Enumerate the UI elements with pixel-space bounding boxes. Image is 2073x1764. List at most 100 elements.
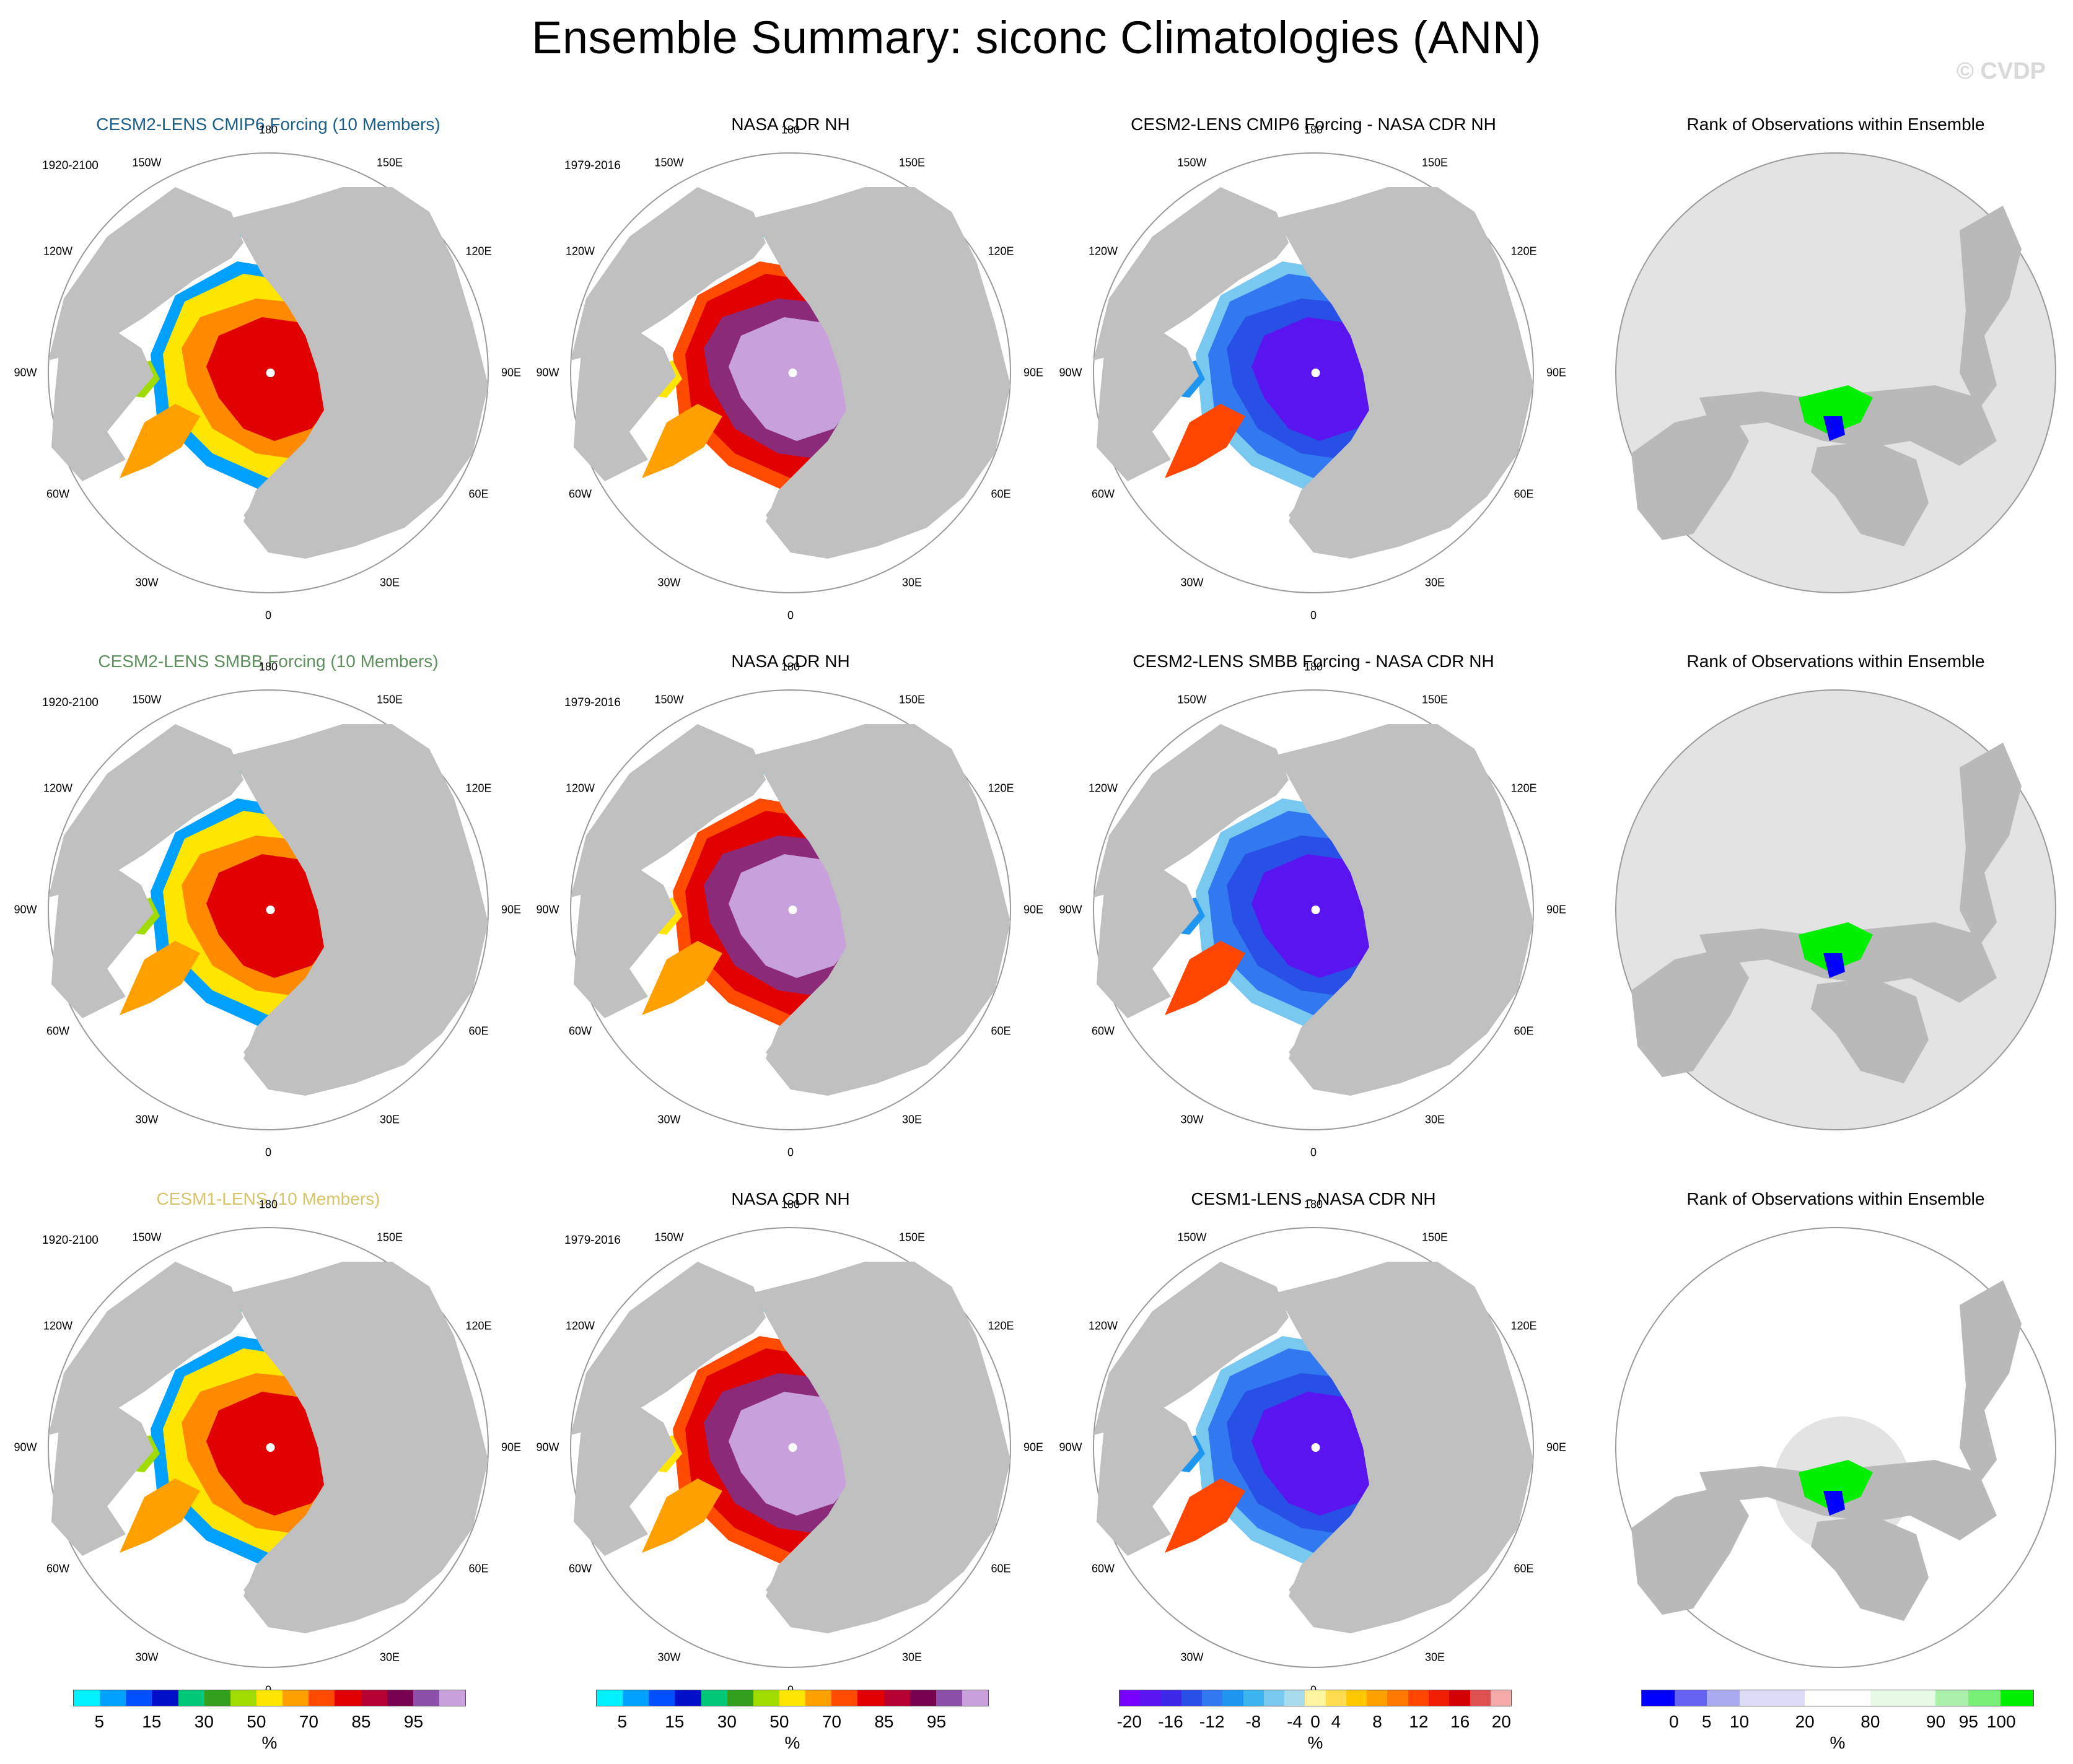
longitude-label: 30W <box>1180 576 1204 589</box>
pole-hole <box>266 906 275 914</box>
land-scandinavia <box>243 1553 318 1612</box>
baffin-bay-ice <box>642 404 722 478</box>
colorbar-tick-label: 5 <box>94 1712 105 1731</box>
rank-high-region <box>1799 385 1873 435</box>
cvdp-watermark: © CVDP <box>1956 58 2046 84</box>
colorbar-tick-label: -8 <box>1245 1712 1261 1731</box>
colorbar-concentration: 5 15 30 50 70 85 95% <box>73 1690 466 1758</box>
colorbar-box <box>1243 1690 1264 1706</box>
longitude-label: 150E <box>898 1231 926 1244</box>
longitude-label: 90W <box>14 366 37 379</box>
rank-globe-map <box>1615 152 2056 593</box>
colorbar-tick-label: -12 <box>1199 1712 1225 1731</box>
colorbar-box <box>1449 1690 1470 1706</box>
colorbar-box <box>1181 1690 1203 1706</box>
colorbar-tick-label: 0 <box>1669 1712 1679 1731</box>
longitude-label: 180 <box>1304 123 1323 136</box>
colorbar-box <box>230 1690 256 1706</box>
pole-hole <box>788 369 797 377</box>
polar-projection <box>48 152 489 593</box>
rank-low-region <box>1823 953 1845 978</box>
longitude-label: 30W <box>135 1651 159 1664</box>
longitude-label: 150W <box>132 1231 162 1244</box>
longitude-label: 30E <box>901 1651 923 1664</box>
longitude-label: 30E <box>901 576 923 589</box>
colorbar-tick-label: 4 <box>1331 1712 1341 1731</box>
land-scandinavia <box>243 478 318 537</box>
rank-low-region <box>1823 1491 1845 1516</box>
longitude-label: 180 <box>258 123 278 136</box>
land-greenland <box>1097 842 1199 1018</box>
colorbar-tick-label: 80 <box>1860 1712 1880 1731</box>
colorbar-box <box>439 1690 466 1706</box>
longitude-label: 150W <box>1177 1231 1207 1244</box>
land-eurasia <box>231 724 488 1096</box>
panel-title-model: CESM2-LENS CMIP6 Forcing (10 Members) <box>96 115 440 134</box>
colorbar-box <box>883 1690 910 1706</box>
colorbar-box <box>1870 1690 1903 1706</box>
arctic-map-obs <box>570 689 1011 1130</box>
longitude-label: 60E <box>991 487 1011 500</box>
longitude-label: 120W <box>43 1319 73 1332</box>
longitude-label: 30W <box>657 1651 681 1664</box>
colorbar-box <box>597 1690 623 1706</box>
longitude-label: 150W <box>1177 156 1207 169</box>
longitude-label: 30E <box>379 576 400 589</box>
colorbar-box <box>1222 1690 1243 1706</box>
colorbar-box <box>831 1690 858 1706</box>
colorbar-box <box>100 1690 126 1706</box>
colorbar-box <box>1903 1690 1936 1706</box>
figure-title: Ensemble Summary: siconc Climatologies (… <box>532 12 1541 63</box>
longitude-label: 90W <box>1059 903 1082 916</box>
land-north-america <box>48 187 243 360</box>
land-north-america <box>1960 743 2022 947</box>
longitude-label: 90W <box>1059 366 1082 379</box>
colorbar-box <box>1160 1690 1181 1706</box>
longitude-label: 30W <box>657 1113 681 1126</box>
longitude-label: 180 <box>781 123 800 136</box>
rank-high-region <box>1799 1460 1873 1509</box>
colorbar-box <box>387 1690 413 1706</box>
colorbar-box <box>1120 1690 1141 1706</box>
sea-ice-core <box>1251 317 1382 441</box>
panel-title-obs: NASA CDR NH <box>731 652 850 671</box>
colorbar-unit: % <box>261 1733 278 1752</box>
colorbar-tick-label: 95 <box>1958 1712 1978 1731</box>
pole-hole <box>1311 1443 1320 1452</box>
colorbar-unit: % <box>1307 1733 1323 1752</box>
longitude-label: 120E <box>1510 245 1537 258</box>
longitude-label: 120E <box>465 1319 492 1332</box>
land-greenland <box>1097 1379 1199 1556</box>
longitude-label: 30E <box>379 1651 400 1664</box>
arctic-map-obs <box>570 1227 1011 1668</box>
colorbar-tick-label: 20 <box>1491 1712 1511 1731</box>
longitude-label: 120E <box>988 782 1014 795</box>
longitude-label: 120W <box>1089 1319 1118 1332</box>
colorbar-box <box>126 1690 152 1706</box>
colorbar-tick-label: 90 <box>1926 1712 1946 1731</box>
colorbar-box <box>152 1690 178 1706</box>
longitude-label: 180 <box>781 1198 800 1211</box>
panel-title-rank: Rank of Observations within Ensemble <box>1686 115 1985 134</box>
sea-ice-core <box>206 317 336 441</box>
colorbar-tick-label: 50 <box>769 1712 789 1731</box>
colorbar-box <box>649 1690 675 1706</box>
land-north-america <box>1960 1280 2022 1485</box>
colorbar-box <box>1202 1690 1223 1706</box>
longitude-label: 120W <box>43 245 73 258</box>
colorbar-tick-label: -20 <box>1116 1712 1142 1731</box>
longitude-label: 90E <box>501 903 522 916</box>
globe-projection <box>1615 152 2056 593</box>
colorbar-tick-label: 15 <box>142 1712 162 1731</box>
longitude-label: 30W <box>1180 1651 1204 1664</box>
colorbar-tick-label: 5 <box>1701 1712 1712 1731</box>
baffin-bay-ice <box>1165 1478 1245 1553</box>
longitude-label: 30E <box>1424 1113 1445 1126</box>
arctic-map-model <box>48 152 489 593</box>
colorbar-box <box>178 1690 204 1706</box>
longitude-label: 150W <box>132 693 162 706</box>
longitude-label: 30W <box>135 1113 159 1126</box>
land-north-america <box>1093 724 1289 897</box>
longitude-label: 180 <box>258 1198 278 1211</box>
colorbar-tick-label: 30 <box>194 1712 214 1731</box>
